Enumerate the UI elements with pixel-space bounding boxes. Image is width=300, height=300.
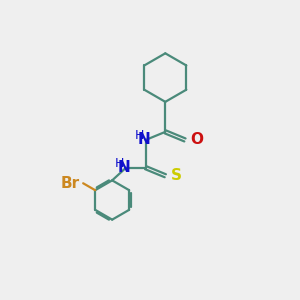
Text: S: S <box>170 168 182 183</box>
Text: N: N <box>118 160 130 175</box>
Text: N: N <box>137 132 150 147</box>
Text: H: H <box>115 157 124 170</box>
Text: Br: Br <box>61 176 80 191</box>
Text: O: O <box>190 132 203 147</box>
Text: H: H <box>134 129 144 142</box>
